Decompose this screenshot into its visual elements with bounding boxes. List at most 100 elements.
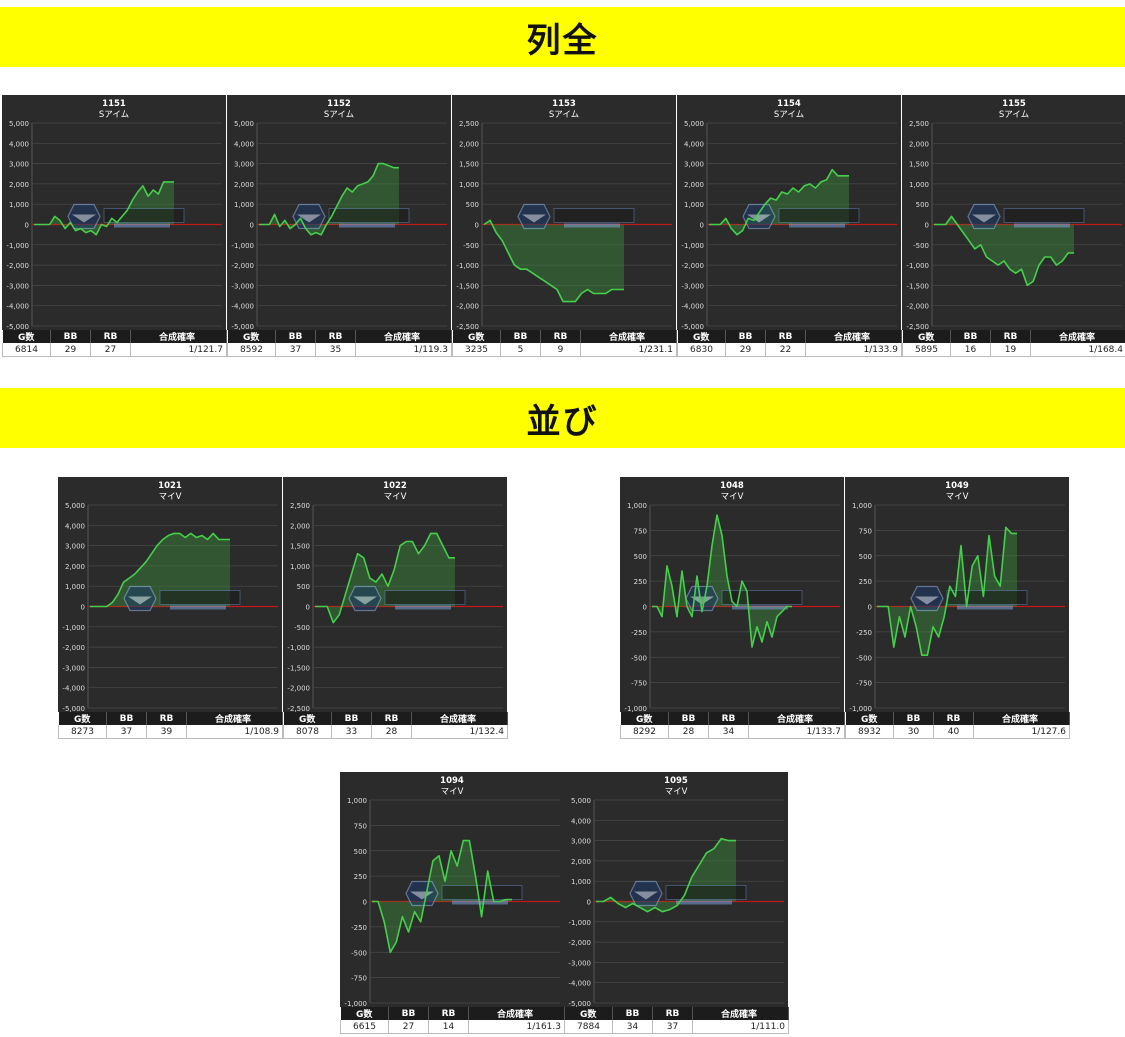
y-tick-label: -3,000 bbox=[568, 959, 591, 967]
stats-table: G数 BB RB 合成確率 8592 37 35 1/119.3 bbox=[227, 330, 452, 357]
combined-rate: 1/161.3 bbox=[468, 1020, 565, 1034]
y-tick-label: 3,000 bbox=[684, 161, 704, 169]
y-tick-label: 1,000 bbox=[65, 583, 85, 591]
bb-count: 30 bbox=[893, 725, 934, 739]
y-tick-label: -4,000 bbox=[62, 685, 85, 693]
y-tick-label: 0 bbox=[363, 899, 367, 907]
y-tick-label: 1,000 bbox=[459, 181, 479, 189]
machine-number: 1154 bbox=[777, 99, 801, 109]
machine-number: 1049 bbox=[945, 481, 969, 491]
stats-table: G数 BB RB 合成確率 6814 29 27 1/121.7 bbox=[2, 330, 227, 357]
stats-header-cell: 合成確率 bbox=[973, 712, 1070, 725]
y-tick-label: -1,000 bbox=[62, 624, 85, 632]
machine-number: 1048 bbox=[720, 481, 744, 491]
y-tick-label: -2,500 bbox=[906, 323, 929, 330]
y-tick-label: 1,000 bbox=[909, 181, 929, 189]
stats-header-cell: G数 bbox=[227, 330, 276, 343]
y-tick-label: 2,000 bbox=[909, 140, 929, 148]
machine-name: マイV bbox=[384, 492, 407, 502]
chart-area: 1151 Sアイム 5,000 4,000 3,000 2,000 1,000 0 -1,000… bbox=[2, 95, 226, 330]
y-tick-label: -500 bbox=[913, 242, 929, 250]
y-tick-label: 1,500 bbox=[909, 161, 929, 169]
y-tick-label: 2,000 bbox=[684, 181, 704, 189]
stats-header-cell: 合成確率 bbox=[411, 712, 508, 725]
combined-rate: 1/132.4 bbox=[411, 725, 508, 739]
machine-chart-panel: 1095 マイV 5,000 4,000 3,000 2,000 1,000 0 -1,000 -… bbox=[564, 772, 789, 1036]
y-tick-label: 4,000 bbox=[234, 140, 254, 148]
y-tick-label: 0 bbox=[643, 604, 647, 612]
bb-count: 5 bbox=[500, 343, 541, 357]
y-tick-label: 1,000 bbox=[234, 201, 254, 209]
y-tick-label: 0 bbox=[700, 222, 704, 230]
games-count: 6615 bbox=[340, 1020, 389, 1034]
rb-count: 35 bbox=[315, 343, 356, 357]
stats-header-cell: G数 bbox=[58, 712, 107, 725]
y-tick-label: 5,000 bbox=[234, 120, 254, 128]
stats-header-cell: RB bbox=[933, 712, 974, 725]
y-tick-label: 0 bbox=[868, 604, 872, 612]
y-tick-label: 250 bbox=[634, 578, 647, 586]
y-tick-label: -4,000 bbox=[6, 303, 29, 311]
y-tick-label: 5,000 bbox=[571, 797, 591, 805]
y-tick-label: 5,000 bbox=[65, 502, 85, 510]
y-tick-label: 4,000 bbox=[9, 140, 29, 148]
y-tick-label: 2,000 bbox=[290, 522, 310, 530]
machine-chart-panel: 1022 マイV 2,500 2,000 1,500 1,000 500 0 -500 -1,00… bbox=[283, 477, 508, 741]
stats-header-cell: G数 bbox=[677, 330, 726, 343]
machine-name: Sアイム bbox=[774, 110, 804, 120]
stats-header-cell: 合成確率 bbox=[748, 712, 845, 725]
stats-header-cell: G数 bbox=[283, 712, 332, 725]
series-line bbox=[372, 839, 512, 954]
y-tick-label: 500 bbox=[297, 583, 310, 591]
y-tick-label: 0 bbox=[25, 222, 29, 230]
games-count: 8592 bbox=[227, 343, 276, 357]
series-line bbox=[483, 219, 624, 303]
y-tick-label: 4,000 bbox=[571, 817, 591, 825]
y-tick-label: 2,500 bbox=[909, 120, 929, 128]
y-tick-label: -1,000 bbox=[456, 262, 479, 270]
combined-rate: 1/108.9 bbox=[186, 725, 283, 739]
stats-header-cell: BB bbox=[950, 330, 991, 343]
series-line bbox=[934, 215, 1074, 287]
rb-count: 14 bbox=[428, 1020, 469, 1034]
series-line bbox=[652, 514, 792, 648]
stats-header-cell: BB bbox=[106, 712, 147, 725]
machine-chart-panel: 1152 Sアイム 5,000 4,000 3,000 2,000 1,000 0 -1,000… bbox=[227, 95, 452, 359]
chart-area: 1049 マイV 1,000 750 500 250 0 -250 -500 -750 -1,000 bbox=[845, 477, 1069, 712]
y-tick-label: 2,000 bbox=[9, 181, 29, 189]
bb-count: 37 bbox=[275, 343, 316, 357]
games-count: 6830 bbox=[677, 343, 726, 357]
series-line bbox=[877, 526, 1017, 656]
y-tick-label: -5,000 bbox=[231, 323, 254, 330]
stats-header-cell: 合成確率 bbox=[692, 1007, 789, 1020]
machine-name: マイV bbox=[665, 787, 688, 797]
games-count: 8273 bbox=[58, 725, 107, 739]
combined-rate: 1/119.3 bbox=[355, 343, 452, 357]
y-tick-label: -3,000 bbox=[6, 282, 29, 290]
y-tick-label: 0 bbox=[250, 222, 254, 230]
stats-header-cell: 合成確率 bbox=[468, 1007, 565, 1020]
y-tick-label: -5,000 bbox=[6, 323, 29, 330]
stats-header-cell: 合成確率 bbox=[1030, 330, 1125, 343]
games-count: 3235 bbox=[452, 343, 501, 357]
rb-count: 9 bbox=[540, 343, 581, 357]
y-tick-label: -2,500 bbox=[456, 323, 479, 330]
watermark-logo bbox=[517, 203, 635, 230]
machine-chart-panel: 1155 Sアイム 2,500 2,000 1,500 1,000 500 0 -500 -1,0… bbox=[902, 95, 1125, 359]
y-tick-label: -5,000 bbox=[681, 323, 704, 330]
stats-header-cell: 合成確率 bbox=[186, 712, 283, 725]
stats-table: G数 BB RB 合成確率 8273 37 39 1/108.9 bbox=[58, 712, 283, 739]
y-tick-label: -2,500 bbox=[287, 705, 310, 712]
y-tick-label: 2,000 bbox=[571, 858, 591, 866]
machine-name: Sアイム bbox=[999, 110, 1029, 120]
y-tick-label: -2,000 bbox=[231, 262, 254, 270]
series-line bbox=[596, 837, 736, 913]
y-tick-label: -500 bbox=[463, 242, 479, 250]
combined-rate: 1/111.0 bbox=[692, 1020, 789, 1034]
machine-number: 1152 bbox=[327, 99, 351, 109]
stats-header-cell: RB bbox=[990, 330, 1031, 343]
y-tick-label: -2,000 bbox=[456, 303, 479, 311]
y-tick-label: -1,000 bbox=[906, 262, 929, 270]
